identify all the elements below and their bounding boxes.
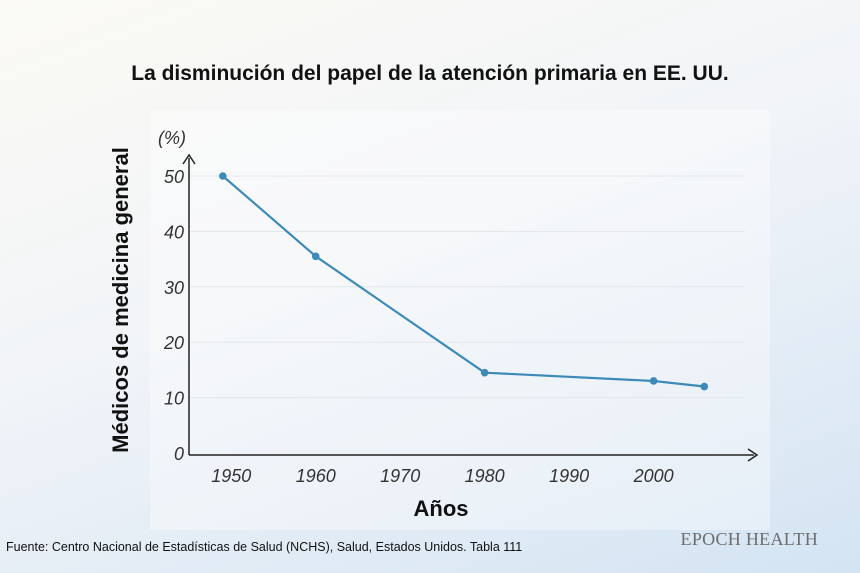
x-tick-label: 1980 [465, 466, 505, 486]
x-tick-label: 1990 [549, 466, 589, 486]
data-point [649, 377, 658, 385]
tick-labels: 0 10 20 30 40 50 1950 1960 1970 1980 1990 2000 [163, 167, 674, 486]
y-axis-arrow [182, 153, 196, 165]
y-tick-label: 0 [174, 444, 184, 464]
data-point [700, 382, 709, 391]
y-tick-label: 30 [164, 278, 184, 298]
y-tick-label: 50 [164, 167, 184, 187]
x-tick-label: 1970 [380, 466, 420, 486]
data-point [311, 252, 320, 261]
series [218, 172, 709, 391]
grid-lines [189, 175, 745, 399]
axes [182, 153, 759, 462]
plot-background [150, 110, 770, 530]
x-axis-title: Años [414, 496, 469, 521]
brand-logo: EPOCH HEALTH [680, 529, 818, 549]
data-point [218, 172, 227, 180]
source-note: Fuente: Centro Nacional de Estadísticas … [6, 540, 523, 554]
data-point [480, 368, 489, 377]
chart-title: La disminución del papel de la atención … [131, 62, 729, 85]
y-tick-label: 40 [164, 222, 184, 242]
x-axis-arrow [747, 448, 759, 462]
series-line [222, 175, 705, 388]
y-axis-title: Médicos de medicina general [108, 147, 133, 453]
x-tick-label: 2000 [633, 466, 674, 486]
x-tick-label: 1960 [296, 466, 336, 486]
y-tick-label: 10 [164, 389, 184, 409]
x-tick-label: 1950 [211, 466, 251, 486]
y-tick-label: 20 [163, 333, 184, 353]
y-unit-label: (%) [158, 128, 186, 148]
